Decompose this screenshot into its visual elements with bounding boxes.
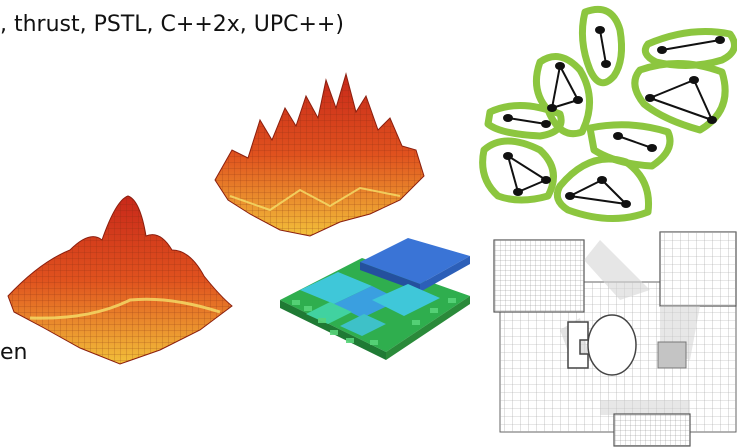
slide-text-top: , thrust, PSTL, C++2x, UPC++)	[0, 12, 344, 37]
surface-plot-spiky	[214, 72, 425, 237]
surface-plot-smooth	[7, 195, 233, 365]
adaptive-quadtree-figure	[280, 238, 470, 360]
finite-element-mesh-figure	[493, 231, 737, 447]
slide-text-fragment: en	[0, 340, 28, 365]
graph-partition-figure	[479, 5, 737, 222]
